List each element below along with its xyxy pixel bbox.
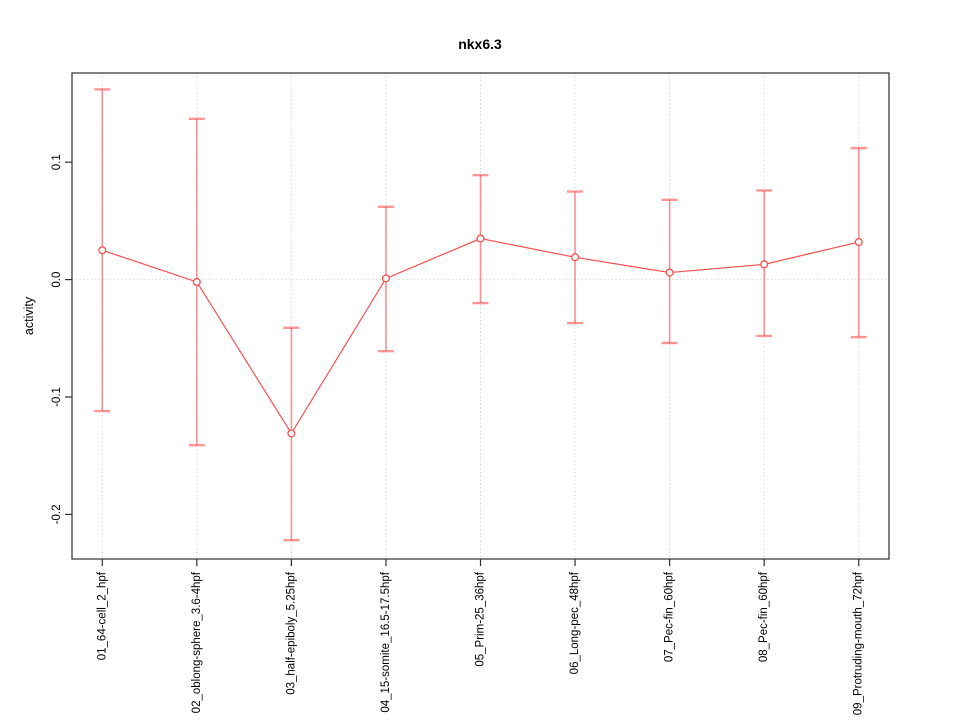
x-tick-label: 09_Protruding-mouth_72hpf [853, 571, 865, 715]
data-point [192, 277, 201, 287]
data-point [665, 268, 674, 277]
data-point [476, 234, 485, 243]
data-point [287, 429, 296, 438]
x-tick-label: 04_15-somite_16.5-17.5hpf [380, 571, 392, 712]
data-point [571, 253, 580, 262]
y-tick-label: -0.1 [51, 387, 63, 407]
x-tick-label: 08_Pec-fin_60hpf [758, 571, 770, 662]
plot-layers: -0.2 -0.1 0.0 0.1 01_64-cell_2_hpf 02_oblong-… [51, 72, 890, 715]
y-tick-label: 0.0 [51, 272, 63, 288]
y-tick-label: 0.1 [51, 154, 63, 170]
data-point [854, 237, 863, 247]
plot-border [71, 72, 890, 560]
y-axis-label: activity [22, 296, 36, 335]
chart-title: nkx6.3 [458, 36, 502, 52]
x-tick-label: 01_64-cell_2_hpf [96, 571, 108, 660]
y-tick-label: -0.2 [51, 504, 63, 524]
data-point [98, 246, 107, 255]
x-tick-label: 06_Long-pec_48hpf [569, 571, 581, 674]
x-tick-label: 05_Prim-25_36hpf [475, 571, 487, 666]
data-point [381, 274, 390, 283]
data-point [760, 260, 769, 269]
x-tick-label: 07_Pec-fin_60hpf [664, 571, 676, 662]
x-tick-label: 03_half-epiboly_5.25hpf [285, 571, 297, 695]
x-tick-label: 02_oblong-sphere_3.6-4hpf [191, 571, 203, 713]
